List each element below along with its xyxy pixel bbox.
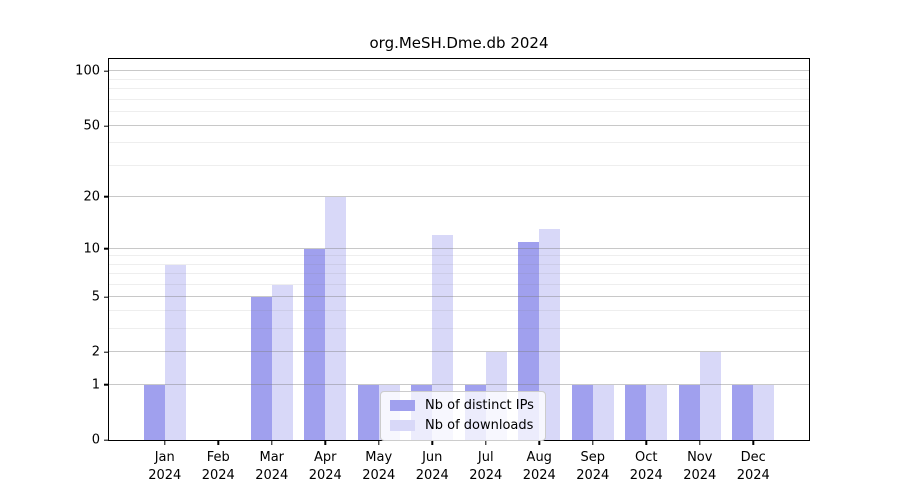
- legend-swatch-distinct-ips: [390, 400, 415, 411]
- y-axis-tick-label: 1: [91, 377, 100, 393]
- x-axis-tick: [645, 440, 647, 445]
- x-axis-tick: [324, 440, 326, 445]
- bars-layer: Jan 2024 Feb 2024 Mar 2024 Apr 2024 May 2024 Jun 20…: [109, 59, 809, 483]
- bar-downloads: [646, 384, 668, 440]
- x-axis-tick: [485, 440, 487, 445]
- x-axis-tick: [538, 440, 540, 445]
- bar-downloads: [753, 384, 775, 440]
- bar-group-jul: Jul 2024: [459, 59, 513, 483]
- bar-distinct-ips: [250, 296, 272, 440]
- chart-title: org.MeSH.Dme.db 2024: [369, 34, 549, 52]
- bar-distinct-ips: [518, 241, 540, 440]
- x-axis-tick-label: Jul 2024: [469, 450, 503, 483]
- bar-downloads: [539, 229, 561, 440]
- legend-swatch-downloads: [390, 420, 415, 431]
- bar-group-apr: Apr 2024: [299, 59, 353, 483]
- x-axis-tick: [164, 440, 166, 445]
- x-axis-tick: [271, 440, 273, 445]
- bar-group-jun: Jun 2024: [406, 59, 460, 483]
- bar-group-mar: Mar 2024: [245, 59, 299, 483]
- bar-distinct-ips: [678, 384, 700, 440]
- y-axis-tick-label: 5: [91, 289, 100, 305]
- legend-row-distinct-ips: Nb of distinct IPs: [390, 399, 534, 412]
- x-axis-tick: [752, 440, 754, 445]
- x-axis-tick-label: Apr 2024: [308, 450, 342, 483]
- bar-group-feb: Feb 2024: [192, 59, 246, 483]
- x-axis-tick-label: May 2024: [362, 450, 396, 483]
- bar-distinct-ips: [732, 384, 754, 440]
- plot-area: Jan 2024 Feb 2024 Mar 2024 Apr 2024 May 2024 Jun 20…: [75, 58, 810, 483]
- bar-distinct-ips: [357, 384, 379, 440]
- y-axis-tick-label: 2: [91, 344, 100, 360]
- y-axis-tick-label: 0: [91, 432, 100, 448]
- y-axis-tick-label: 10: [83, 241, 100, 256]
- x-axis-tick: [699, 440, 701, 445]
- x-axis-tick: [217, 440, 219, 445]
- x-axis-tick: [431, 440, 433, 445]
- bar-downloads: [271, 284, 293, 440]
- x-axis-tick: [592, 440, 594, 445]
- bar-group-oct: Oct 2024: [620, 59, 674, 483]
- bar-downloads: [164, 264, 186, 440]
- legend-label-downloads: Nb of downloads: [425, 418, 534, 433]
- bar-downloads: [325, 196, 347, 440]
- bar-downloads: [699, 352, 721, 440]
- legend: Nb of distinct IPs Nb of downloads: [380, 391, 546, 441]
- bar-distinct-ips: [625, 384, 647, 440]
- x-axis-tick-label: Sep 2024: [576, 450, 610, 483]
- bar-downloads: [432, 235, 454, 440]
- legend-label-distinct-ips: Nb of distinct IPs: [425, 398, 534, 413]
- x-axis-tick-label: Oct 2024: [629, 450, 663, 483]
- x-axis-tick-label: Nov 2024: [683, 450, 717, 483]
- x-axis-tick-label: Jan 2024: [148, 450, 182, 483]
- y-axis-tick-label: 100: [75, 63, 100, 79]
- y-axis-tick-label: 50: [83, 118, 100, 134]
- bar-group-aug: Aug 2024: [513, 59, 567, 483]
- x-axis-tick-label: Aug 2024: [522, 450, 556, 483]
- x-axis-tick: [378, 440, 380, 445]
- bar-group-dec: Dec 2024: [727, 59, 781, 483]
- x-axis-tick-label: Dec 2024: [736, 450, 770, 483]
- legend-row-downloads: Nb of downloads: [390, 419, 534, 432]
- bar-group-nov: Nov 2024: [673, 59, 727, 483]
- bar-downloads: [592, 384, 614, 440]
- bar-group-may: May 2024: [352, 59, 406, 483]
- y-axis-tick-label: 20: [83, 189, 100, 205]
- bar-distinct-ips: [143, 384, 165, 440]
- bar-group-sep: Sep 2024: [566, 59, 620, 483]
- x-axis-tick-label: Mar 2024: [255, 450, 289, 483]
- x-axis-tick-label: Jun 2024: [415, 450, 449, 483]
- bar-group-jan: Jan 2024: [138, 59, 192, 483]
- bar-distinct-ips: [304, 248, 326, 440]
- bar-distinct-ips: [571, 384, 593, 440]
- x-axis-tick-label: Feb 2024: [201, 450, 235, 483]
